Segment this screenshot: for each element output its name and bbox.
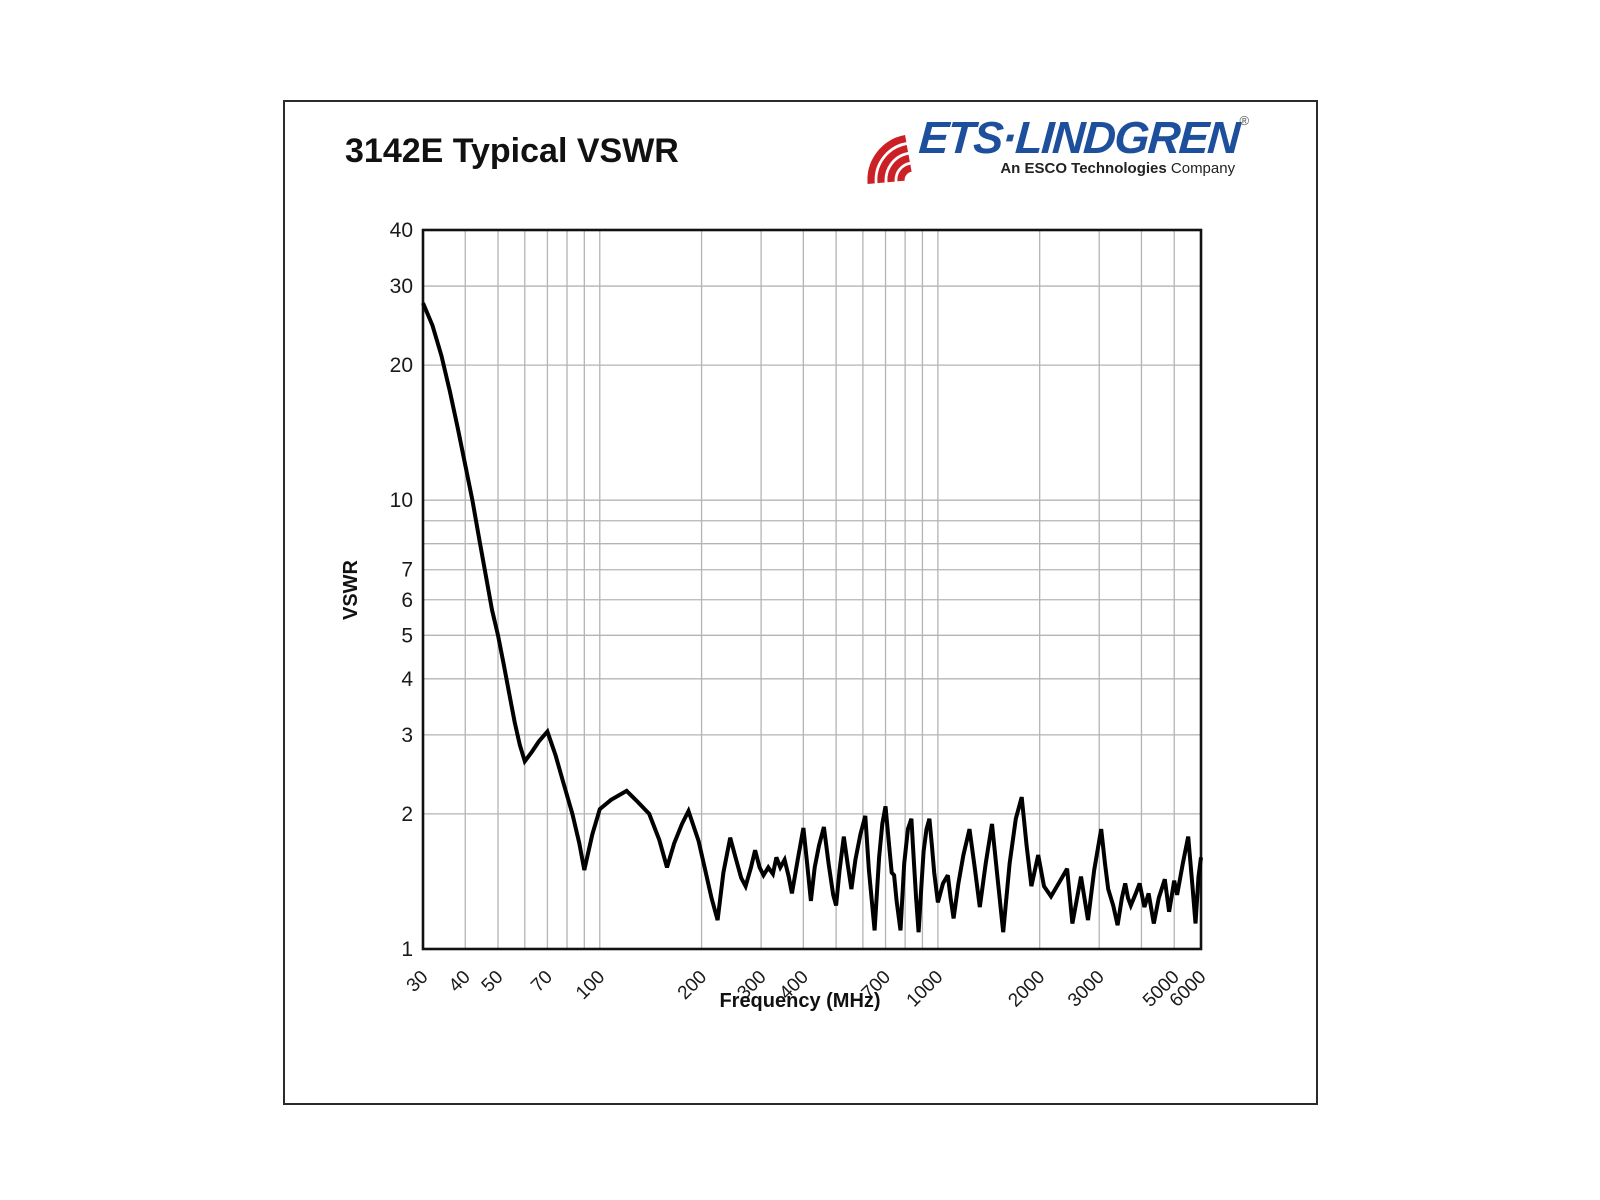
x-tick-label: 200 [674, 967, 711, 1004]
y-tick-label: 40 [390, 219, 413, 242]
ets-lindgren-logo: ETS·LINDGREN® An ESCO Technologies Compa… [855, 112, 1249, 192]
x-tick-label: 3000 [1064, 967, 1109, 1012]
y-tick-label: 1 [401, 938, 413, 961]
vswr-curve [421, 302, 1203, 933]
y-tick-label: 2 [401, 803, 413, 826]
x-tick-label: 50 [478, 967, 508, 997]
vswr-line [421, 302, 1203, 933]
y-tick-label: 4 [401, 668, 413, 691]
grid-lines [423, 230, 1201, 949]
y-tick-label: 3 [401, 724, 413, 747]
x-tick-label: 40 [445, 967, 475, 997]
x-tick-label: 100 [572, 967, 609, 1004]
logo-subtitle: An ESCO Technologies Company [1000, 160, 1236, 177]
x-tick-label: 70 [527, 967, 557, 997]
y-tick-label: 7 [401, 559, 413, 582]
y-tick-label: 20 [390, 354, 413, 377]
y-tick-label: 5 [401, 624, 413, 647]
x-tick-label: 1000 [903, 967, 948, 1012]
page-title: 3142E Typical VSWR [345, 132, 679, 170]
page-border [283, 100, 1318, 1105]
y-tick-label: 6 [401, 589, 413, 612]
y-axis-title: VSWR [340, 559, 362, 620]
x-tick-label: 2000 [1004, 967, 1049, 1012]
radio-waves-icon [867, 135, 912, 185]
y-tick-label: 10 [390, 489, 413, 512]
x-axis-title: Frequency (MHz) [719, 990, 880, 1012]
x-tick-label: 30 [403, 967, 433, 997]
registered-mark: ® [1239, 113, 1250, 128]
y-tick-label: 30 [390, 275, 413, 298]
plot-frame [421, 228, 1203, 951]
y-axis-tick-labels: 40 30 20 10 7 6 5 4 3 2 1 [390, 219, 414, 961]
